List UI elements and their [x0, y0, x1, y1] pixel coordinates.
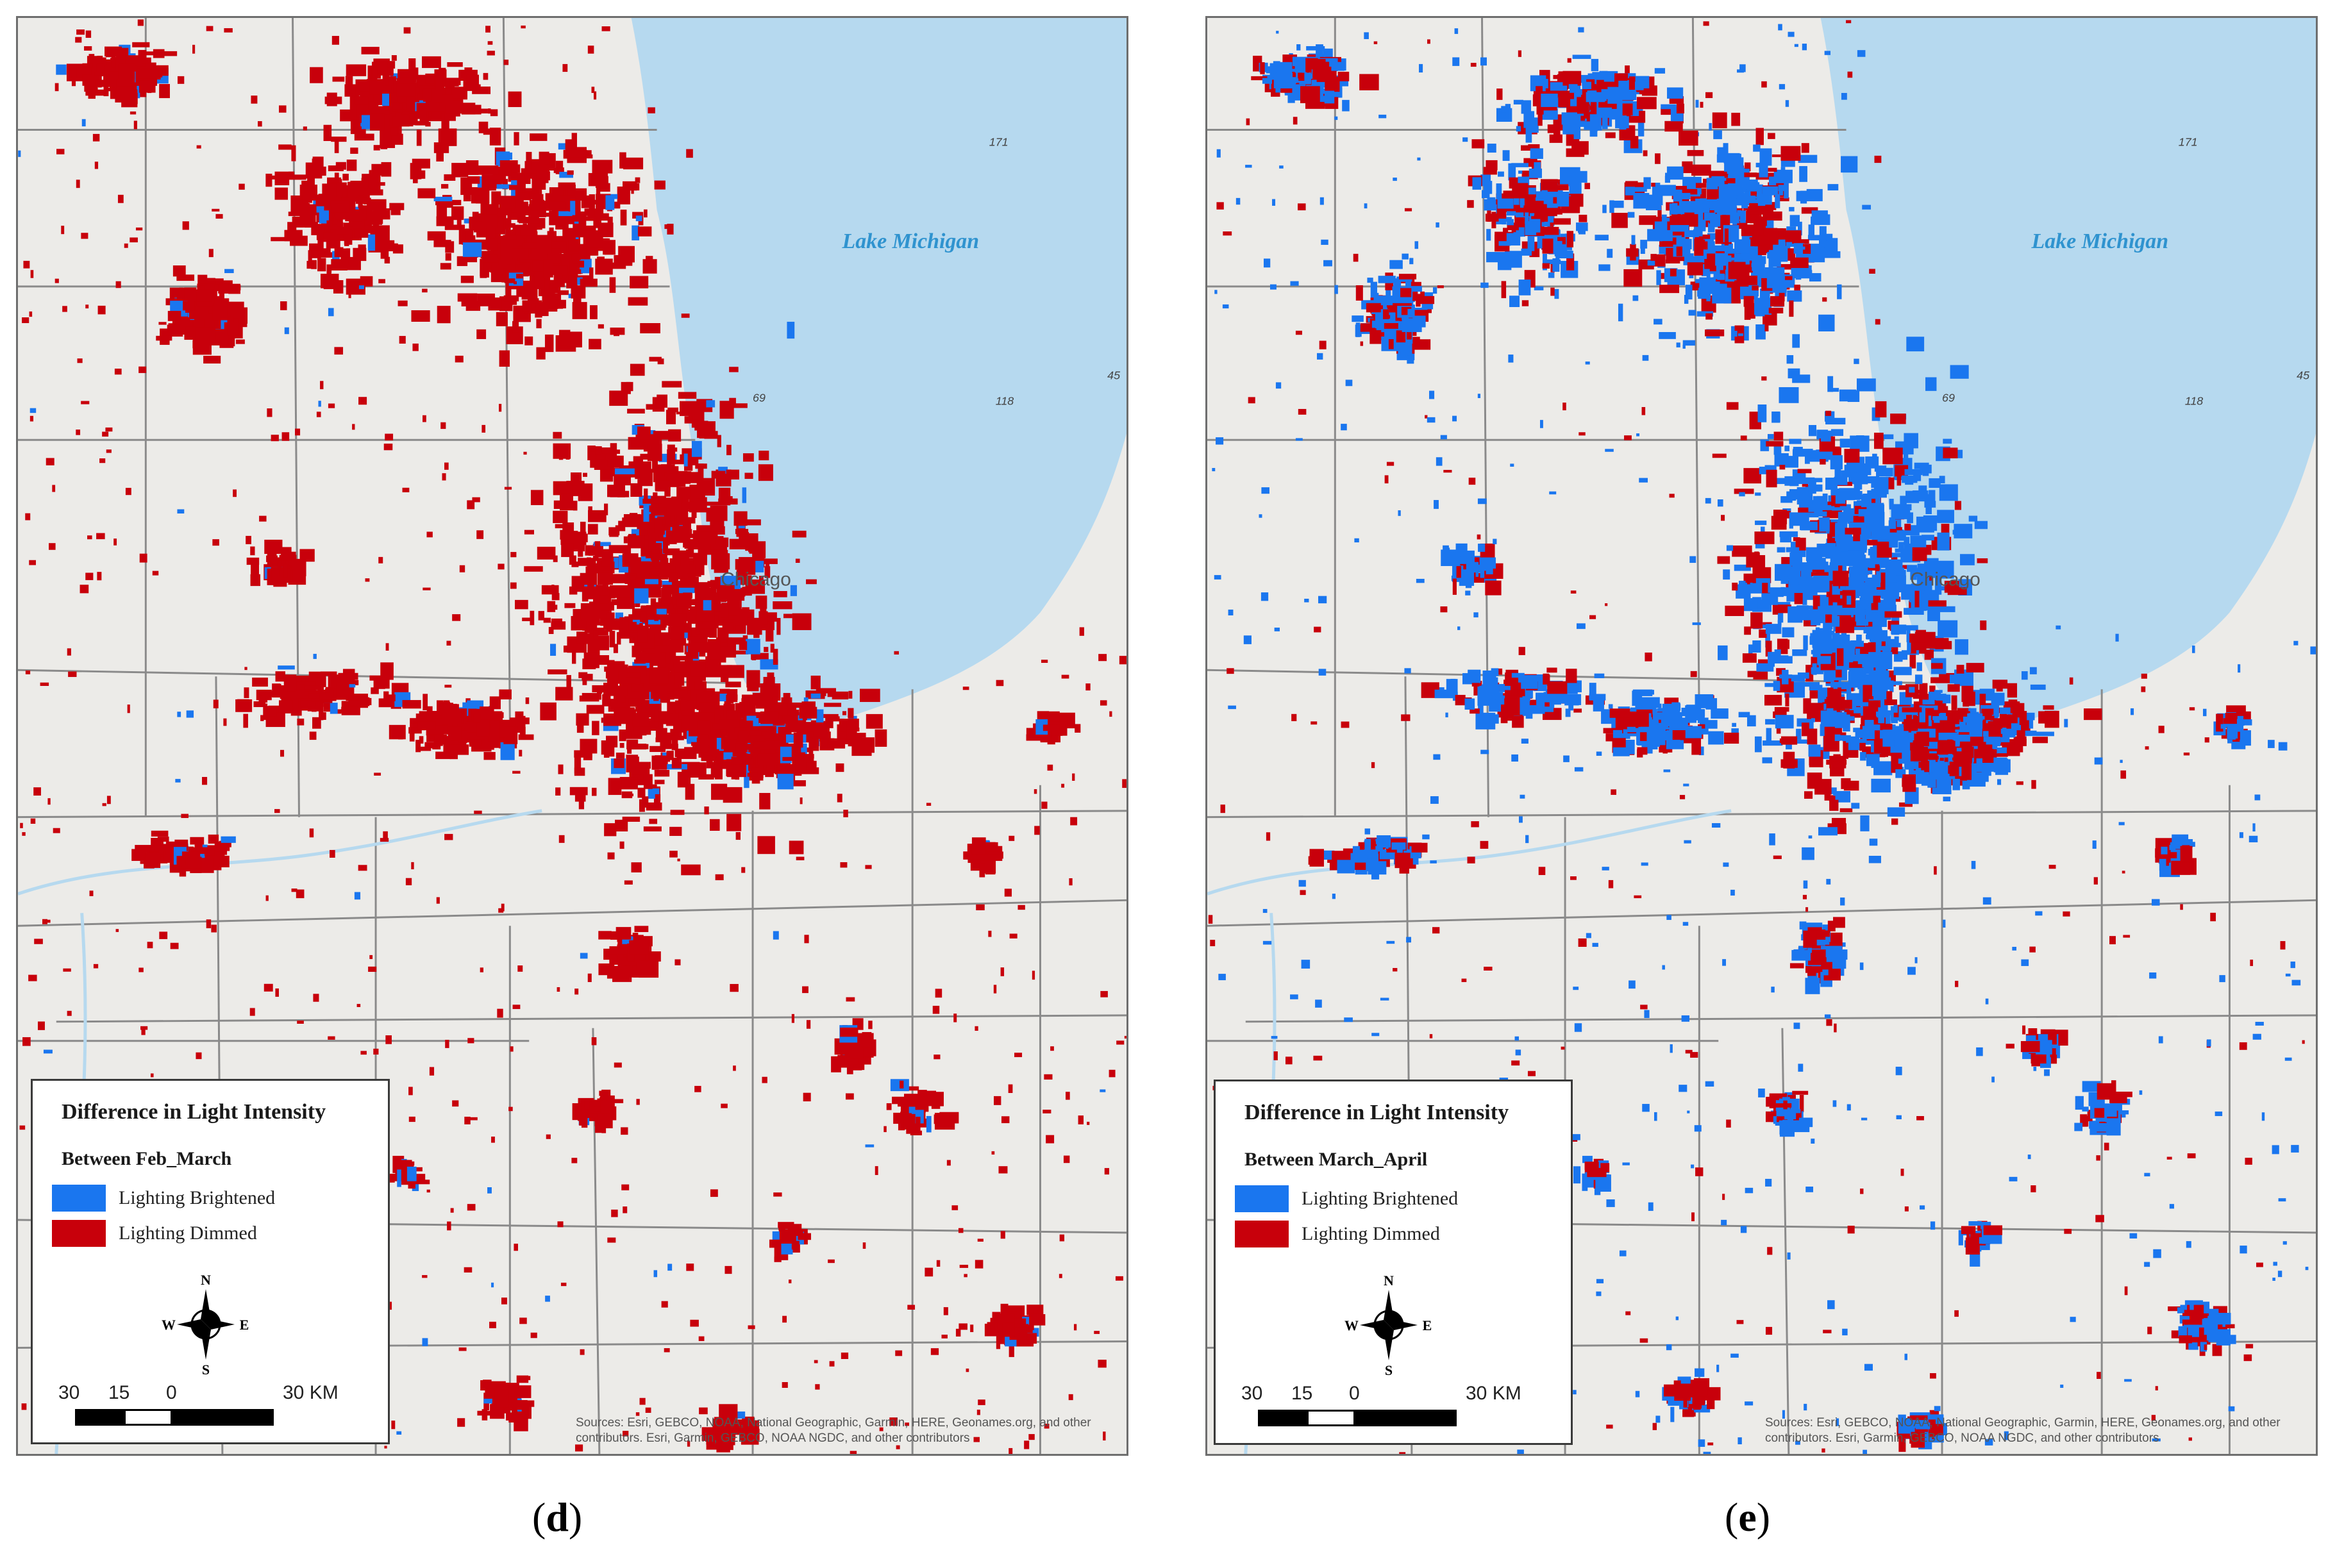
- brightened-label: Lighting Brightened: [119, 1187, 276, 1208]
- brightened-swatch: [52, 1185, 106, 1212]
- compass-n: N: [1384, 1274, 1394, 1289]
- brightened-label: Lighting Brightened: [1302, 1188, 1459, 1209]
- dimmed-label: Lighting Dimmed: [119, 1222, 257, 1244]
- legend-row-dimmed: Lighting Dimmed: [1235, 1219, 1440, 1249]
- scale-tick-15: 15: [108, 1382, 130, 1403]
- compass-e: E: [240, 1317, 249, 1333]
- compass-s: S: [1385, 1362, 1393, 1376]
- compass-s: S: [202, 1362, 210, 1376]
- map-panel-d: Lake Michigan Chicago 171 69 118 45 Differenc…: [16, 16, 1128, 1456]
- scale-bar: 30 15 0 30 KM: [52, 1382, 347, 1433]
- legend-row-brightened: Lighting Brightened: [52, 1183, 275, 1213]
- depth-label: 45: [1107, 369, 1121, 381]
- scale-tick-0: 0: [1349, 1383, 1360, 1404]
- city-label: Chicago: [721, 569, 791, 590]
- compass-n: N: [201, 1273, 211, 1288]
- depth-label: 171: [2179, 135, 2198, 148]
- legend-d: Difference in Light Intensity Between Fe…: [31, 1079, 390, 1444]
- legend-subtitle: Between March_April: [1244, 1149, 1428, 1170]
- legend-row-dimmed: Lighting Dimmed: [52, 1219, 257, 1248]
- brightened-swatch: [1235, 1185, 1289, 1212]
- legend-row-brightened: Lighting Brightened: [1235, 1184, 1458, 1214]
- north-arrow-icon: N S W E: [1344, 1274, 1432, 1376]
- compass-w: W: [162, 1317, 176, 1333]
- depth-label: 45: [2297, 369, 2310, 381]
- depth-label: 118: [996, 394, 1014, 407]
- dimmed-label: Lighting Dimmed: [1302, 1223, 1440, 1244]
- depth-label: 118: [2185, 394, 2204, 407]
- scale-tick-0: 0: [166, 1382, 177, 1403]
- lake-label: Lake Michigan: [2031, 229, 2169, 253]
- lake-label: Lake Michigan: [842, 229, 980, 253]
- scale-bar: 30 15 0 30 KM: [1235, 1383, 1530, 1434]
- attribution: Sources: Esri, GEBCO, NOAA, National Geo…: [1765, 1416, 2281, 1445]
- compass-e: E: [1423, 1317, 1432, 1333]
- depth-label: 69: [753, 391, 766, 404]
- north-arrow-icon: N S W E: [162, 1273, 249, 1376]
- dimmed-swatch: [52, 1220, 106, 1247]
- map-panel-e: Lake Michigan Chicago 171 69 118 45 Differenc…: [1205, 16, 2318, 1456]
- legend-title: Difference in Light Intensity: [62, 1100, 326, 1124]
- legend-e: Difference in Light Intensity Between Ma…: [1214, 1080, 1573, 1445]
- depth-label: 171: [989, 135, 1009, 148]
- legend-title: Difference in Light Intensity: [1244, 1101, 1509, 1124]
- scale-tick-30: 30: [1241, 1383, 1263, 1404]
- caption-e: (e): [1725, 1494, 1771, 1540]
- scale-tick-30km: 30 KM: [1466, 1383, 1521, 1404]
- city-label: Chicago: [1910, 569, 1980, 590]
- legend-subtitle: Between Feb_March: [62, 1148, 232, 1169]
- compass-w: W: [1344, 1317, 1359, 1333]
- dimmed-swatch: [1235, 1221, 1289, 1247]
- scale-tick-30km: 30 KM: [283, 1382, 339, 1403]
- scale-tick-15: 15: [1291, 1383, 1313, 1404]
- attribution: Sources: Esri, GEBCO, NOAA, National Geo…: [576, 1416, 1091, 1445]
- caption-d: (d): [532, 1494, 583, 1540]
- depth-label: 69: [1942, 391, 1955, 404]
- scale-tick-30: 30: [58, 1382, 80, 1403]
